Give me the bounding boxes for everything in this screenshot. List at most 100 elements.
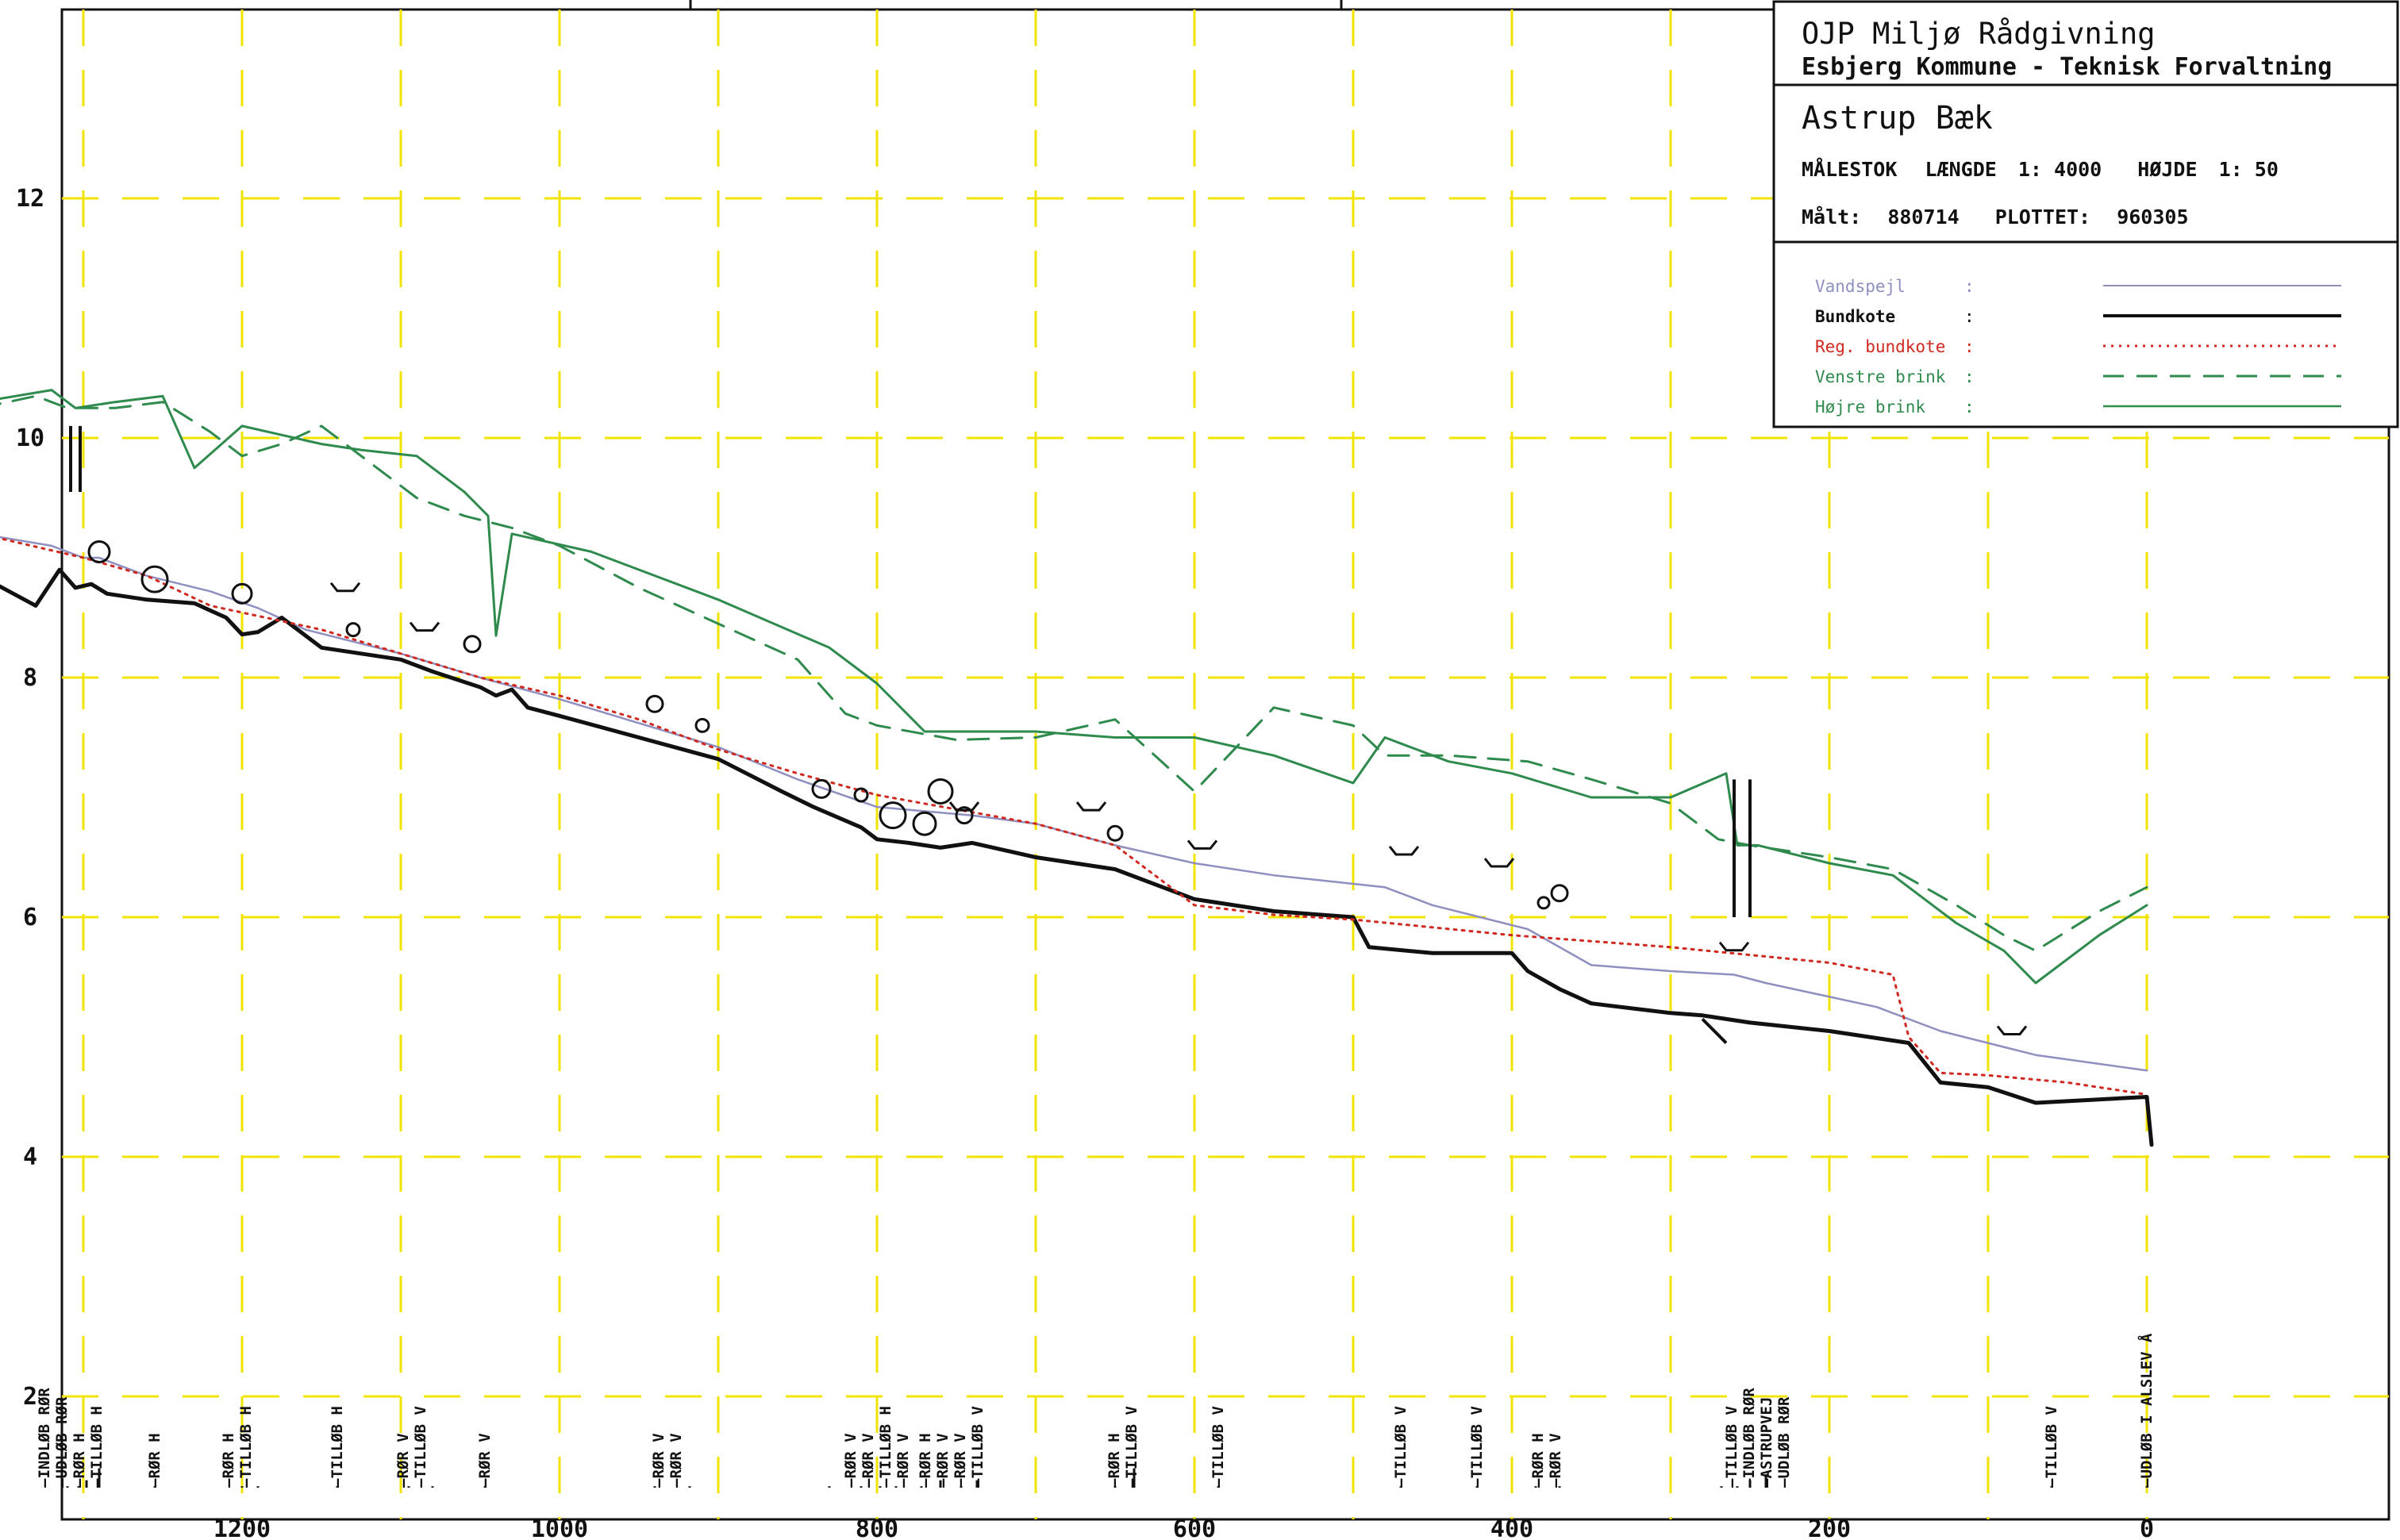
pipe-circle (1550, 884, 1569, 903)
station-label: —RØR V (894, 1433, 912, 1488)
station-label: —TILLØB V (1392, 1406, 1410, 1488)
series-right-bank (0, 389, 2148, 985)
station-label: —RØR H (146, 1433, 163, 1488)
legend-label: Højre brink (1815, 397, 1925, 417)
pipe-circle (879, 801, 907, 830)
station-label: —RØR H (1529, 1433, 1547, 1488)
legend-label: Reg. bundkote (1815, 337, 1945, 356)
station-label: —TILLØB V (412, 1406, 429, 1488)
pipe-circle (694, 717, 710, 733)
station-label: —RØR V (1547, 1433, 1564, 1488)
legend-separator: : (1964, 277, 1975, 296)
station-label: —RØR H (220, 1433, 237, 1488)
profile-series (0, 389, 2154, 1147)
pipe-circle (955, 806, 974, 825)
plotted-label: PLOTTET: (1995, 205, 2090, 229)
y-tick-label: 8 (23, 664, 37, 692)
x-tick-label: 0 (2140, 1515, 2154, 1540)
legend-label: Bundkote (1815, 307, 1895, 326)
station-label: —RØR V (394, 1433, 412, 1488)
culvert-mark (1718, 941, 1750, 952)
height-value: 1: 50 (2219, 158, 2279, 181)
measured-label: Målt: (1802, 205, 1861, 229)
culvert-mark (329, 582, 361, 593)
legend-separator: : (1964, 337, 1975, 356)
legend: Vandspejl: Bundkote: Reg. bundkote: Venstre… (1815, 277, 2341, 417)
station-label: —RØR V (650, 1433, 667, 1488)
station-label: —UDLØB I ALSLEV Å (2137, 1333, 2156, 1488)
station-label: —UDLØB RØR (1775, 1396, 1793, 1488)
station-label: —RØR V (667, 1433, 685, 1488)
x-tick-label: 800 (856, 1515, 898, 1540)
plotted-value: 960305 (2117, 205, 2188, 229)
station-annotations: —TILLØB H—INDLØB RØR—UDLØB RØR—RØR H—TIL… (36, 1333, 2156, 1488)
plot-frame (60, 8, 2390, 1521)
y-tick-label: 2 (23, 1383, 37, 1411)
x-tick-label: 1200 (213, 1515, 271, 1540)
pipe-circle (140, 565, 169, 593)
pipe-circle (1537, 896, 1551, 910)
pipe-circle (345, 622, 361, 638)
x-tick-label: 1000 (531, 1515, 588, 1540)
length-value: 1: 4000 (2018, 158, 2102, 181)
station-label: —RØR V (842, 1433, 860, 1488)
pipe-circle (645, 694, 664, 713)
structure-markers (87, 540, 2028, 1035)
measured-value: 880714 (1887, 205, 1959, 229)
station-label: —INDLØB RØR (36, 1388, 53, 1488)
pipe-circle (87, 540, 111, 563)
height-label: HØJDE (2137, 158, 2197, 181)
x-tick-label: 400 (1490, 1515, 1533, 1540)
station-label: —TILLØB V (2043, 1406, 2060, 1488)
pipe-circle (463, 635, 482, 654)
stream-name: Astrup Bæk (1802, 100, 1993, 136)
title-block-frame (1772, 0, 2399, 428)
station-label: —TILLØB V (1123, 1406, 1140, 1488)
station-label: —INDLØB RØR (1740, 1388, 1758, 1488)
series-water (0, 536, 2148, 1072)
station-label: —TILLØB V (1723, 1406, 1740, 1488)
y-tick-label: 4 (23, 1143, 37, 1171)
legend-separator: : (1964, 307, 1975, 326)
axis-ticks: 1200 1000 800 600 400 200 0 2 4 6 8 10 12 (16, 185, 2154, 1540)
station-label: —RØR V (476, 1433, 494, 1488)
pipe-circle (853, 787, 869, 803)
title-block: OJP Miljø Rådgivning Esbjerg Kommune - T… (1772, 0, 2399, 428)
culvert-mark (1996, 1025, 2028, 1035)
svg-text:MÅLESTOK LÆNGDE 1:: MÅLESTOK LÆNGDE 1: 4000 HØJDE 1: 50 (1802, 158, 2279, 181)
pipe-circle (231, 582, 253, 605)
series-left-bank (0, 394, 2148, 952)
station-label: —ASTRUPVEJ (1758, 1397, 1775, 1488)
station-label: —RØR V (952, 1433, 969, 1488)
y-tick-label: 6 (23, 904, 37, 931)
station-label: —UDLØB RØR (53, 1396, 71, 1488)
station-label: —TILLØB V (1210, 1406, 1227, 1488)
legend-separator: : (1964, 397, 1975, 417)
station-label: —TILLØB H (877, 1406, 894, 1488)
firm-name: OJP Miljø Rådgivning (1802, 17, 2156, 51)
culvert-mark (1187, 839, 1218, 850)
x-tick-label: 600 (1173, 1515, 1216, 1540)
station-label: —TILLØB H (88, 1406, 106, 1488)
scale-label: MÅLESTOK (1802, 158, 1897, 181)
station-label: —TILLØB H (237, 1406, 255, 1488)
station-label: —RØR H (1106, 1433, 1123, 1488)
pipe-circle (811, 778, 832, 799)
length-label: LÆNGDE (1925, 158, 1996, 181)
y-tick-label: 10 (16, 424, 44, 452)
legend-separator: : (1964, 367, 1975, 386)
legend-label: Venstre brink (1815, 367, 1946, 386)
station-label: —TILLØB H (329, 1406, 346, 1488)
culvert-mark (409, 621, 440, 632)
station-label: —TILLØB V (969, 1406, 987, 1488)
station-label: —RØR H (71, 1433, 88, 1488)
series-bed (0, 567, 2154, 1147)
pipe-circle (912, 811, 937, 836)
station-label: —RØR V (934, 1433, 952, 1488)
svg-text:Målt: 880714 PLOTT: Målt: 880714 PLOTTET: 960305 (1802, 205, 2189, 229)
station-label: —RØR H (917, 1433, 934, 1488)
legend-label: Vandspejl (1815, 277, 1906, 296)
series-regbed (0, 537, 2148, 1096)
client-name: Esbjerg Kommune - Teknisk Forvaltning (1802, 53, 2332, 81)
